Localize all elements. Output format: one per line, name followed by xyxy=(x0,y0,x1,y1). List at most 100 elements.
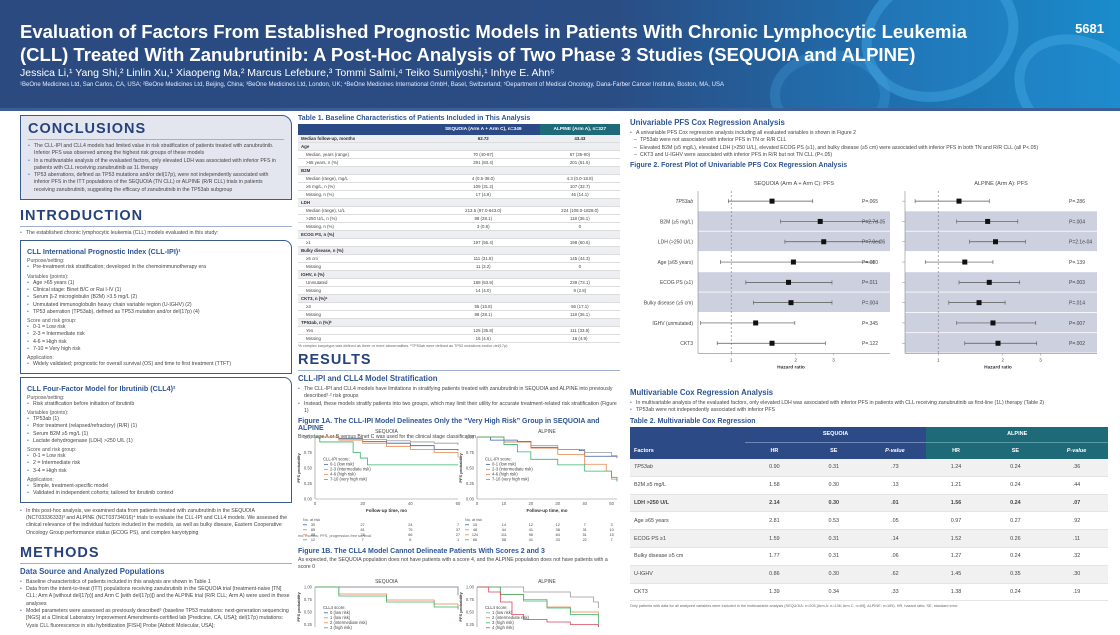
baseline-table: SEQUOIA (Arm A + Arm C), n=349 ALPINE (A… xyxy=(298,124,620,344)
table-row: ≥5 cm 111 (31.8) 145 (44.3) xyxy=(298,254,620,264)
y-tick-label: 0.50 xyxy=(304,610,313,615)
p-value: P=.002 xyxy=(1069,341,1085,347)
cell-value xyxy=(539,142,620,152)
y-tick-label: 1.00 xyxy=(304,435,313,440)
cell-value: 4 (0.5-38.0) xyxy=(426,174,540,184)
table2-col-p: P-value xyxy=(863,442,927,459)
list-item: 2 = Intermediate risk xyxy=(27,460,285,468)
cell-value: 43.43 xyxy=(539,135,620,144)
at-risk-count: 66 xyxy=(473,538,477,542)
cell-value: .14 xyxy=(863,529,927,549)
y-tick-label: 1.00 xyxy=(466,585,475,590)
table2-group-sequoia: SEQUOIA xyxy=(744,426,927,444)
label: Application: xyxy=(27,477,54,484)
km-curve-3 xyxy=(477,586,599,627)
cell-value: .30 xyxy=(1045,565,1108,584)
poster-title: Evaluation of Factors From Established P… xyxy=(20,21,967,65)
table2-col-hr: HR xyxy=(926,442,986,459)
table-row: Missing, n (%) 3 (0.9) 0 xyxy=(298,222,620,232)
table1-header-alpine: ALPINE (Arm A), n=327 xyxy=(539,124,620,135)
legend-entry: 7-10 (very high risk) xyxy=(492,477,530,482)
table2-col-se: SE xyxy=(985,442,1046,459)
cell-value: 17 (4.9) xyxy=(426,190,540,200)
cell-value: 111 (33.9) xyxy=(539,326,620,336)
list-item: Lactate dehydrogenase (LDH) >250 U/L (1) xyxy=(27,438,285,446)
x-tick-label: 0 xyxy=(476,501,479,506)
univariable-item: A univariable PFS Cox regression analysi… xyxy=(630,130,1102,138)
at-risk-count: 41 xyxy=(529,538,533,542)
at-risk-count: 15 xyxy=(609,533,613,537)
km-curve-0 xyxy=(315,586,459,595)
x-tick-label: 10 xyxy=(502,501,507,506)
y-tick-label: 0.50 xyxy=(466,466,475,471)
km-curve-3 xyxy=(315,586,459,610)
factor-name: B2M ≥5 mg/L xyxy=(630,476,745,495)
table-row: Median (range), mg/L 4 (0.5-38.0) 4.3 (0.0… xyxy=(298,174,620,184)
cell-value: 0.53 xyxy=(804,511,864,531)
cell-value: 16 (4.9) xyxy=(539,334,620,344)
table-row: Age ≥65 years 2.81 0.53.05 0.97 0.27.92 xyxy=(630,511,1108,531)
cell-value: 0.27 xyxy=(985,511,1046,531)
cell-value: 201 (61.5) xyxy=(539,158,620,168)
table-row: ECOG PS, n (%) xyxy=(298,230,620,240)
poster-number: 5681 xyxy=(1075,21,1104,36)
table-row: ≥1 197 (56.4) 198 (60.6) xyxy=(298,238,620,248)
cell-value xyxy=(539,270,620,280)
table2-col-se: SE xyxy=(804,442,864,459)
at-risk-count: 7 xyxy=(611,538,613,542)
at-risk-count: 124 xyxy=(472,533,478,537)
p-value: P=2.7e-05 xyxy=(862,219,885,225)
forest-row-shade xyxy=(905,292,1097,312)
cell-value xyxy=(539,166,620,176)
p-value: P=.004 xyxy=(862,300,878,306)
chart-title: SEQUOIA xyxy=(375,429,398,435)
row-label: Unmutated xyxy=(298,278,427,288)
factor-label: B2M (≥5 mg/L) xyxy=(660,219,693,225)
hr-point xyxy=(986,279,992,285)
univariable-subitem: TP53ab were not associated with inferior… xyxy=(630,137,1102,145)
at-risk-count: 33 xyxy=(556,538,560,542)
row-label: ≥1 xyxy=(298,238,427,248)
fig1b-header: Figure 1B. The CLL4 Model Cannot Delinea… xyxy=(298,545,620,572)
x-tick-label: 40 xyxy=(408,501,413,506)
hr-point xyxy=(753,320,759,326)
legend-entry: 4 (high risk) xyxy=(492,625,514,630)
list-item: Serum β-2 microglobulin (B2M) >3.5 mg/L … xyxy=(27,294,285,302)
column-middle: Table 1. Baseline Characteristics of Pat… xyxy=(298,115,620,442)
row-label: Bulky disease, n (%) xyxy=(298,246,427,256)
results-heading: RESULTS xyxy=(298,352,620,372)
cell-value: 16 (4.6) xyxy=(426,334,540,344)
cell-value xyxy=(426,270,540,280)
at-risk-count: 31 xyxy=(583,528,587,532)
forest-row-shade xyxy=(905,333,1097,353)
at-risk-count: 24 xyxy=(408,523,412,527)
cell-value: 0.24 xyxy=(985,494,1046,513)
cell-value xyxy=(539,198,620,208)
legend-entry: 0 (low risk) xyxy=(330,610,351,615)
p-value: P=.122 xyxy=(862,341,878,347)
forest-row-shade xyxy=(698,272,890,292)
x-tick-label: 0 xyxy=(314,501,317,506)
column-left: CONCLUSIONS The CLL-IPI and CLL4 models … xyxy=(20,115,292,630)
list-item: 2-3 = Intermediate risk xyxy=(27,331,285,339)
cell-value: .06 xyxy=(863,547,927,566)
at-risk-count: 7 xyxy=(362,538,364,542)
hr-point xyxy=(817,218,823,224)
cell-value: .36 xyxy=(1045,458,1108,477)
table-row: LDH xyxy=(298,198,620,208)
list-item: Prior treatment (relapsed/refractory) (R… xyxy=(27,423,285,431)
cell-value xyxy=(426,294,540,304)
list-item: 3-4 = High risk xyxy=(27,468,285,476)
hr-point xyxy=(769,198,775,204)
list-item: Unmutated immunoglobulin heavy chain var… xyxy=(27,302,285,310)
table-row: Bulky disease, n (%) xyxy=(298,246,620,256)
table-row: Missing 98 (28.1) 118 (36.1) xyxy=(298,310,620,320)
cell-value xyxy=(426,230,540,240)
forest-plot: SEQUOIA (Arm A + Arm C): PFS TP53ab P=.065… xyxy=(644,181,1097,370)
at-risk-count: 38 xyxy=(556,528,560,532)
p-value: P=7.0e-06 xyxy=(862,240,885,246)
y-tick-label: 0.50 xyxy=(304,466,313,471)
row-label: B2M xyxy=(298,166,427,176)
chart-title: ALPINE xyxy=(538,579,556,585)
